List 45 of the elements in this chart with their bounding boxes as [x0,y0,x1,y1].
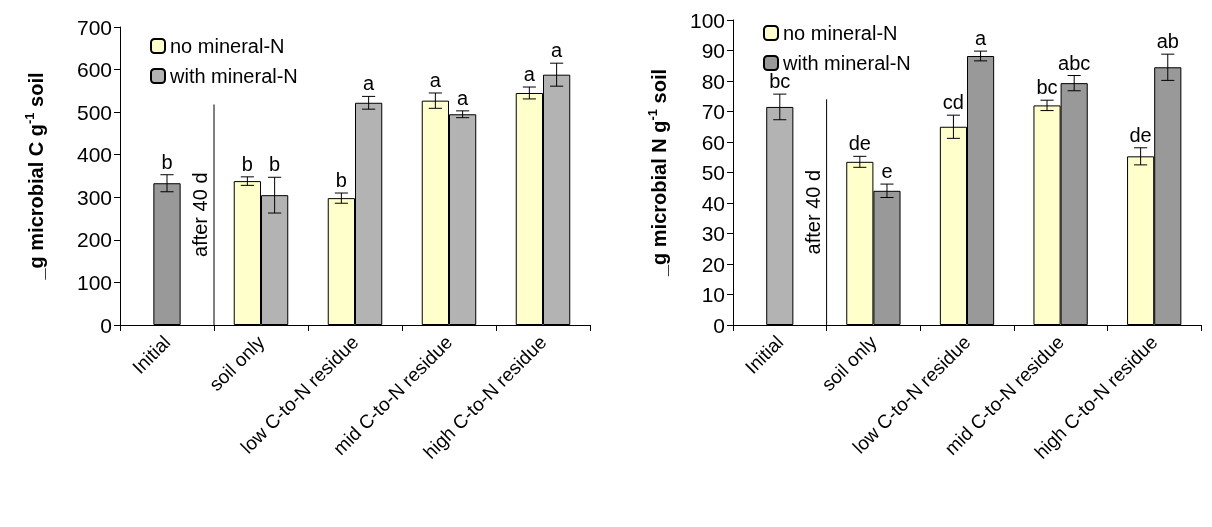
data-label: a [975,27,988,50]
data-label: a [363,72,376,95]
y-tick-label: 20 [701,252,725,276]
data-label: cd [942,91,964,114]
annotation: after 40 d [189,172,211,257]
y-tick-label: 10 [701,283,725,306]
y-tick-label: 100 [76,270,112,294]
y-tick-label: 50 [701,161,725,184]
data-label: a [429,68,442,91]
y-tick-label: 600 [76,58,112,82]
y-axis-title: _g microbial N g-1 soil [645,68,670,278]
y-tick-label: 400 [76,143,112,167]
y-tick-label: 100 [689,8,725,32]
data-label: ab [1156,30,1179,53]
y-axis-title: _g microbial C g-1 soil [22,72,47,281]
y-tick-label: 60 [701,130,725,154]
legend-label: no mineral-N [170,35,285,57]
data-label: e [881,160,893,183]
y-tick-label: 0 [100,313,112,337]
y-tick-label: 0 [713,313,725,337]
data-label: abc [1058,51,1091,74]
x-tick-label: soil only [205,331,269,395]
data-label: a [457,86,470,109]
data-label: de [1129,123,1152,146]
data-label: b [161,150,173,173]
y-tick-label: 700 [76,15,112,39]
y-tick-label: 70 [701,100,725,123]
y-tick-label: 200 [76,228,112,252]
y-tick-label: 40 [701,191,725,215]
y-tick-label: 500 [76,100,112,124]
y-tick-label: 90 [701,39,725,62]
data-label: b [335,169,347,192]
y-tick-label: 300 [76,185,112,209]
data-label: b [269,153,281,176]
x-tick-label: soil only [817,331,882,395]
data-label: de [848,132,871,155]
data-label: a [551,39,564,62]
legend-label: no mineral-N [783,22,898,44]
data-label: b [241,152,253,175]
y-tick-label: 30 [701,222,725,245]
y-tick-label: 80 [701,69,725,93]
data-label: a [523,63,536,86]
annotation: after 40 d [801,169,824,255]
data-label: bc [1036,76,1058,99]
legend-label: with mineral-N [169,65,298,87]
